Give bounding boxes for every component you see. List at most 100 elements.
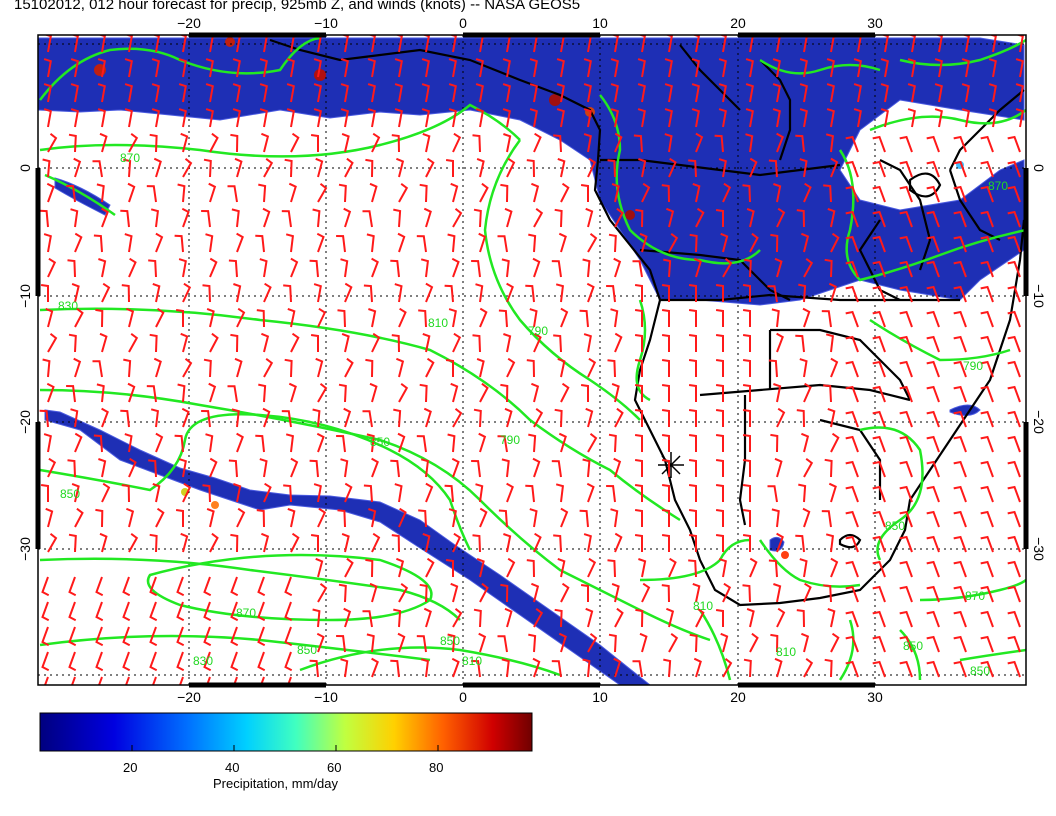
wind-barb xyxy=(206,676,211,685)
wind-barb xyxy=(926,335,940,353)
wind-barb xyxy=(310,134,319,152)
wind-barb xyxy=(371,532,381,553)
wind-barb xyxy=(231,408,240,428)
wind-barb xyxy=(98,676,103,685)
contour-label: 870 xyxy=(120,151,140,165)
wind-barb xyxy=(68,601,77,622)
lat-tick-label: −20 xyxy=(1031,410,1047,434)
wind-barb xyxy=(872,560,886,578)
wind-barb xyxy=(722,258,733,278)
wind-barb xyxy=(66,185,76,203)
wind-barb xyxy=(799,158,808,178)
wind-barb xyxy=(503,133,512,153)
wind-barb xyxy=(444,484,454,503)
lon-tick-label: 0 xyxy=(459,689,467,705)
wind-barb xyxy=(1007,335,1021,353)
wind-barb xyxy=(230,333,239,353)
wind-barb xyxy=(899,360,913,378)
wind-barb xyxy=(980,635,994,653)
lat-tick-label: 0 xyxy=(17,164,33,172)
wind-barb xyxy=(610,58,619,78)
wind-barb xyxy=(1007,210,1021,228)
wind-barb xyxy=(1007,135,1021,153)
wind-barb xyxy=(180,532,189,553)
wind-barb xyxy=(689,233,698,253)
wind-barb xyxy=(742,534,751,552)
wind-barb xyxy=(73,357,82,378)
wind-barb xyxy=(500,183,509,203)
wind-barb xyxy=(714,134,724,153)
wind-barb xyxy=(124,233,133,253)
lat-tick-label: −10 xyxy=(17,284,33,308)
wind-barb xyxy=(343,207,352,228)
lon-tick-label: −10 xyxy=(314,689,338,705)
wind-barb xyxy=(872,535,886,553)
wind-barb xyxy=(286,83,295,103)
wind-barb xyxy=(397,232,406,253)
wind-barb xyxy=(448,508,457,528)
wind-barb xyxy=(583,533,592,553)
wind-barb xyxy=(688,334,697,352)
wind-barb xyxy=(203,626,212,647)
wind-barb xyxy=(980,535,994,553)
wind-barb xyxy=(845,460,859,478)
wind-barb xyxy=(393,408,402,428)
wind-barb xyxy=(668,233,679,253)
wind-barb xyxy=(120,409,130,428)
wind-barb xyxy=(124,433,133,453)
wind-barb xyxy=(872,635,886,653)
wind-barb xyxy=(45,507,54,528)
wind-barb xyxy=(634,509,643,527)
wind-barb xyxy=(661,284,670,302)
wind-barb xyxy=(390,459,400,478)
lat-tick-label: −30 xyxy=(17,537,33,561)
wind-barb xyxy=(742,309,751,327)
wind-barb xyxy=(715,509,724,527)
wind-barb xyxy=(448,35,457,53)
wind-barb xyxy=(92,360,103,378)
wind-barb xyxy=(664,133,673,153)
wind-barb xyxy=(471,460,481,478)
wind-barb xyxy=(580,584,589,602)
wind-barb xyxy=(290,132,300,153)
wind-barb xyxy=(749,232,759,253)
wind-barb xyxy=(367,83,376,103)
wind-barb xyxy=(234,357,243,378)
wind-barb xyxy=(607,559,616,578)
wind-barb xyxy=(41,601,50,622)
wind-barb xyxy=(1007,435,1021,453)
wind-barb xyxy=(872,185,886,203)
wind-barb xyxy=(506,282,514,303)
wind-barb xyxy=(587,357,597,378)
wind-barb xyxy=(613,457,622,478)
wind-barb xyxy=(369,382,378,403)
wind-barb xyxy=(798,483,807,503)
wind-barb xyxy=(926,310,940,328)
wind-barb xyxy=(853,108,862,128)
wind-barb xyxy=(926,585,940,603)
wind-barb xyxy=(554,608,563,628)
wind-barb xyxy=(768,559,778,578)
wind-barb xyxy=(284,601,293,622)
wind-barb xyxy=(587,433,598,453)
wind-barb xyxy=(926,635,940,653)
wind-barb xyxy=(398,307,407,328)
wind-barb xyxy=(286,108,295,128)
wind-barb xyxy=(661,309,670,327)
wind-barb xyxy=(367,58,376,78)
colorbar-tick-label: 40 xyxy=(225,760,240,775)
wind-barb xyxy=(637,108,646,128)
wind-barb xyxy=(396,157,405,178)
wind-barb xyxy=(394,108,403,128)
wind-barb xyxy=(661,334,670,352)
wind-barb xyxy=(532,257,541,278)
wind-barb xyxy=(529,83,538,103)
wind-barb xyxy=(178,108,187,128)
wind-barb xyxy=(425,557,435,578)
wind-barb xyxy=(1015,108,1024,128)
wind-barb xyxy=(452,532,462,553)
wind-barb xyxy=(799,108,808,128)
wind-barb xyxy=(390,259,400,278)
contour-label: 850 xyxy=(440,634,460,648)
wind-barb xyxy=(290,332,300,353)
